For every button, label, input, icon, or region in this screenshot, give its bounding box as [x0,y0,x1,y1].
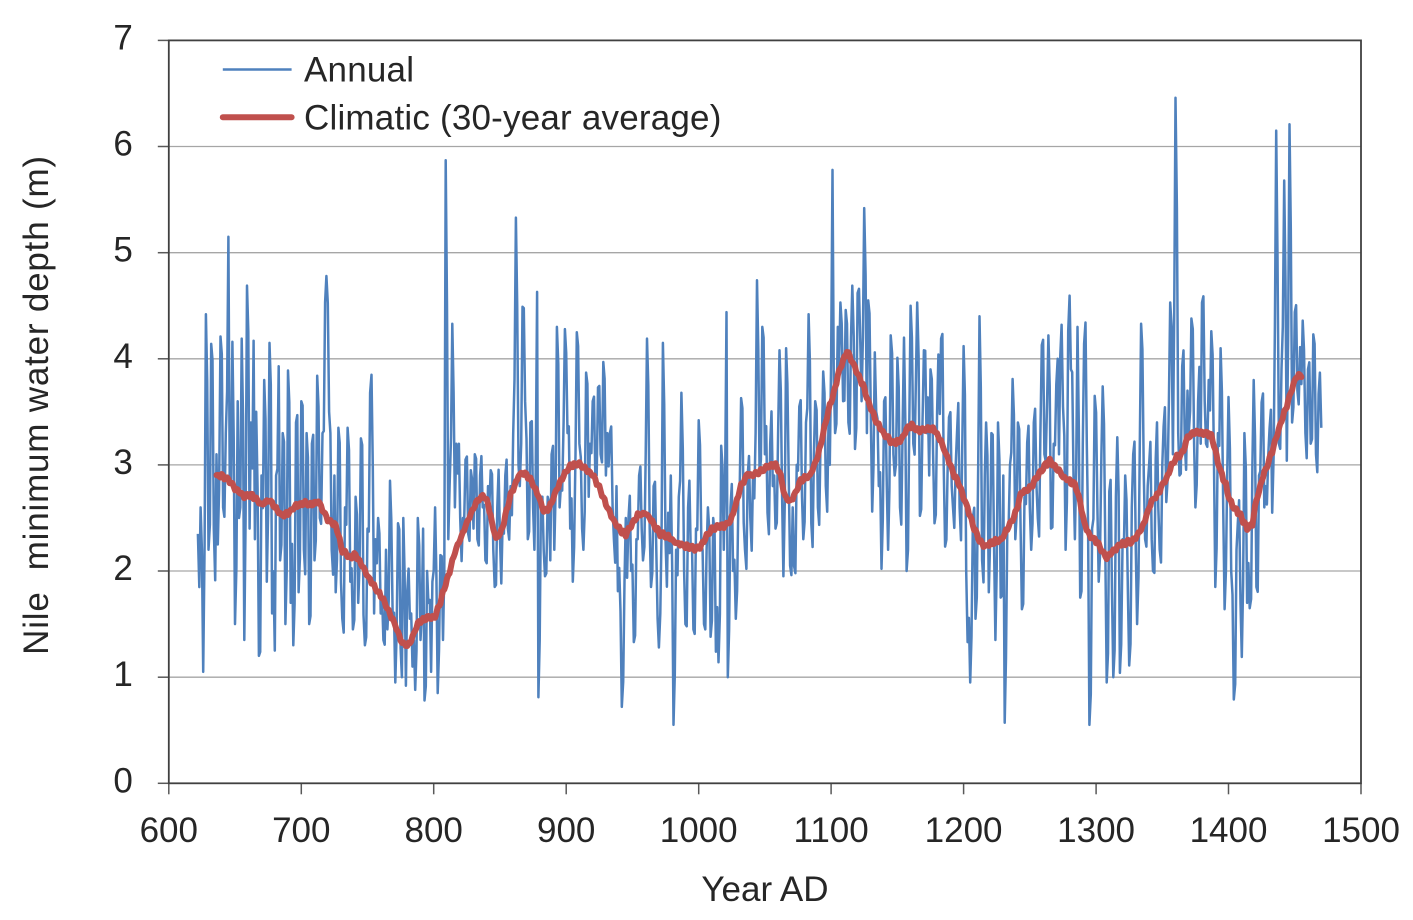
svg-text:1: 1 [113,655,132,694]
svg-text:600: 600 [140,811,198,850]
svg-text:3: 3 [113,443,132,482]
svg-text:2: 2 [113,549,132,588]
svg-text:1000: 1000 [660,811,738,850]
svg-text:1500: 1500 [1322,811,1400,850]
svg-text:800: 800 [404,811,462,850]
svg-text:4: 4 [113,337,132,376]
svg-text:1400: 1400 [1190,811,1268,850]
svg-text:900: 900 [537,811,595,850]
svg-text:Annual: Annual [304,51,414,90]
svg-text:7: 7 [113,18,132,57]
svg-text:1200: 1200 [925,811,1003,850]
svg-text:0: 0 [113,761,132,800]
svg-text:5: 5 [113,231,132,270]
svg-text:Year AD: Year AD [701,870,828,909]
svg-text:1100: 1100 [793,811,868,850]
svg-text:Climatic (30-year average): Climatic (30-year average) [304,98,722,137]
svg-text:6: 6 [113,125,132,164]
svg-text:1300: 1300 [1057,811,1135,850]
svg-text:Nile minimum water depth (m): Nile minimum water depth (m) [17,155,56,655]
svg-text:700: 700 [272,811,330,850]
